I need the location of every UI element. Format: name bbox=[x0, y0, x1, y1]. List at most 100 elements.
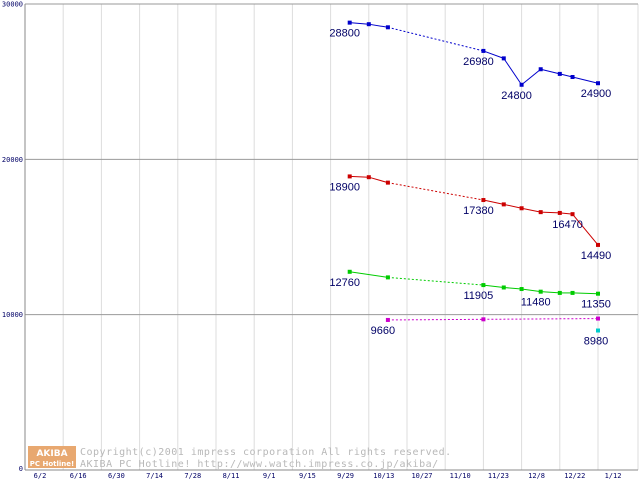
x-tick-label: 8/11 bbox=[223, 472, 240, 480]
data-point bbox=[481, 198, 486, 203]
x-tick-label: 9/15 bbox=[299, 472, 316, 480]
series-segment bbox=[503, 203, 522, 209]
series-segment bbox=[483, 50, 504, 59]
data-label: 24900 bbox=[581, 88, 612, 100]
data-point bbox=[596, 81, 600, 86]
data-point bbox=[481, 283, 486, 288]
akiba-logo-bottom bbox=[28, 458, 76, 468]
data-point bbox=[570, 75, 575, 80]
series-segment bbox=[483, 199, 504, 205]
data-point bbox=[481, 317, 486, 322]
x-tick-label: 11/23 bbox=[488, 472, 509, 480]
series-segment-dotted bbox=[387, 26, 484, 52]
series-segment bbox=[572, 292, 599, 295]
akiba-logo-top bbox=[28, 446, 76, 458]
data-point bbox=[519, 287, 524, 292]
data-point bbox=[519, 206, 524, 211]
series-segment bbox=[572, 76, 599, 84]
data-point bbox=[501, 202, 506, 207]
series-segment-dotted bbox=[387, 318, 484, 321]
data-point bbox=[347, 20, 352, 25]
data-point bbox=[570, 212, 575, 217]
data-point bbox=[557, 71, 562, 76]
series-segment bbox=[503, 58, 523, 86]
series-4 bbox=[596, 328, 600, 333]
x-tick-label: 11/10 bbox=[450, 472, 471, 480]
data-label: 18900 bbox=[329, 181, 360, 193]
footer-watermark: AKIBA PC Hotline! Copyright(c)2001 impre… bbox=[28, 446, 452, 470]
x-tick-label: 9/29 bbox=[337, 472, 354, 480]
axis-layer bbox=[24, 4, 638, 471]
x-tick-label: 10/27 bbox=[411, 472, 432, 480]
data-point bbox=[596, 316, 600, 321]
akiba-logo-top-text: AKIBA bbox=[36, 449, 67, 459]
series-0 bbox=[347, 20, 600, 87]
series-segment bbox=[368, 23, 388, 28]
series-segment-dotted bbox=[483, 318, 599, 320]
data-point bbox=[366, 175, 371, 180]
data-label: 28800 bbox=[329, 28, 360, 40]
data-label: 8980 bbox=[584, 336, 608, 348]
data-point bbox=[596, 328, 600, 333]
grid-layer bbox=[24, 3, 639, 470]
series-segment bbox=[540, 211, 560, 214]
x-tick-label: 12/8 bbox=[528, 472, 545, 480]
x-tick-label: 6/2 bbox=[34, 472, 47, 480]
series-segment bbox=[349, 175, 369, 178]
data-point bbox=[385, 25, 390, 30]
data-label-layer: 28800 26980 24800 24900 18900 17380 16470 14490… bbox=[329, 28, 611, 348]
series-segment bbox=[483, 284, 504, 288]
data-point bbox=[481, 48, 486, 53]
series-segment bbox=[540, 68, 560, 75]
series-segment bbox=[559, 212, 573, 215]
data-point bbox=[519, 82, 524, 87]
data-point bbox=[385, 180, 390, 185]
series-segment bbox=[572, 213, 599, 246]
series-segment bbox=[540, 291, 560, 294]
series-segment-dotted bbox=[387, 182, 484, 201]
x-tick-label: 6/16 bbox=[70, 472, 87, 480]
data-point bbox=[366, 22, 371, 27]
tick-label-layer: 6/2 6/16 6/30 7/14 7/28 8/11 9/1 9/15 9/29 10/13 1… bbox=[2, 1, 622, 480]
series-layer bbox=[347, 20, 600, 333]
y-tick-label: 30000 bbox=[2, 1, 23, 9]
data-point bbox=[538, 210, 543, 215]
series-segment bbox=[521, 68, 542, 86]
series-3 bbox=[385, 316, 600, 322]
series-1 bbox=[347, 174, 600, 247]
data-label: 26980 bbox=[463, 56, 494, 68]
data-label: 11480 bbox=[521, 297, 551, 309]
x-tick-label: 12/22 bbox=[564, 472, 585, 480]
data-point bbox=[557, 290, 562, 295]
copyright-line1: Copyright(c)2001 impress corporation All… bbox=[80, 447, 452, 458]
y-tick-label: 20000 bbox=[2, 156, 23, 164]
series-segment-dotted bbox=[387, 276, 484, 286]
y-tick-label: 10000 bbox=[2, 311, 23, 319]
data-point bbox=[538, 289, 543, 294]
data-point bbox=[570, 290, 575, 295]
series-segment bbox=[503, 286, 522, 290]
x-tick-label: 7/28 bbox=[184, 472, 201, 480]
x-tick-label: 6/30 bbox=[108, 472, 125, 480]
data-point bbox=[501, 285, 506, 290]
data-label: 16470 bbox=[552, 219, 583, 231]
y-tick-label: 0 bbox=[19, 465, 23, 473]
data-label: 9660 bbox=[371, 325, 395, 337]
data-point bbox=[596, 242, 600, 247]
series-segment bbox=[559, 73, 573, 78]
data-point bbox=[347, 269, 352, 274]
series-segment bbox=[521, 207, 541, 213]
data-label: 14490 bbox=[581, 250, 612, 262]
series-2 bbox=[347, 269, 600, 296]
x-tick-label: 1/12 bbox=[605, 472, 622, 480]
data-label: 12760 bbox=[329, 277, 360, 289]
data-point bbox=[385, 275, 390, 280]
data-label: 17380 bbox=[463, 205, 494, 217]
copyright-line2: AKIBA PC Hotline! http://www.watch.impre… bbox=[80, 459, 439, 470]
x-tick-label: 7/14 bbox=[146, 472, 163, 480]
x-tick-label: 9/1 bbox=[263, 472, 276, 480]
series-segment bbox=[368, 176, 389, 184]
data-label: 24800 bbox=[501, 90, 532, 102]
data-point bbox=[347, 174, 352, 179]
